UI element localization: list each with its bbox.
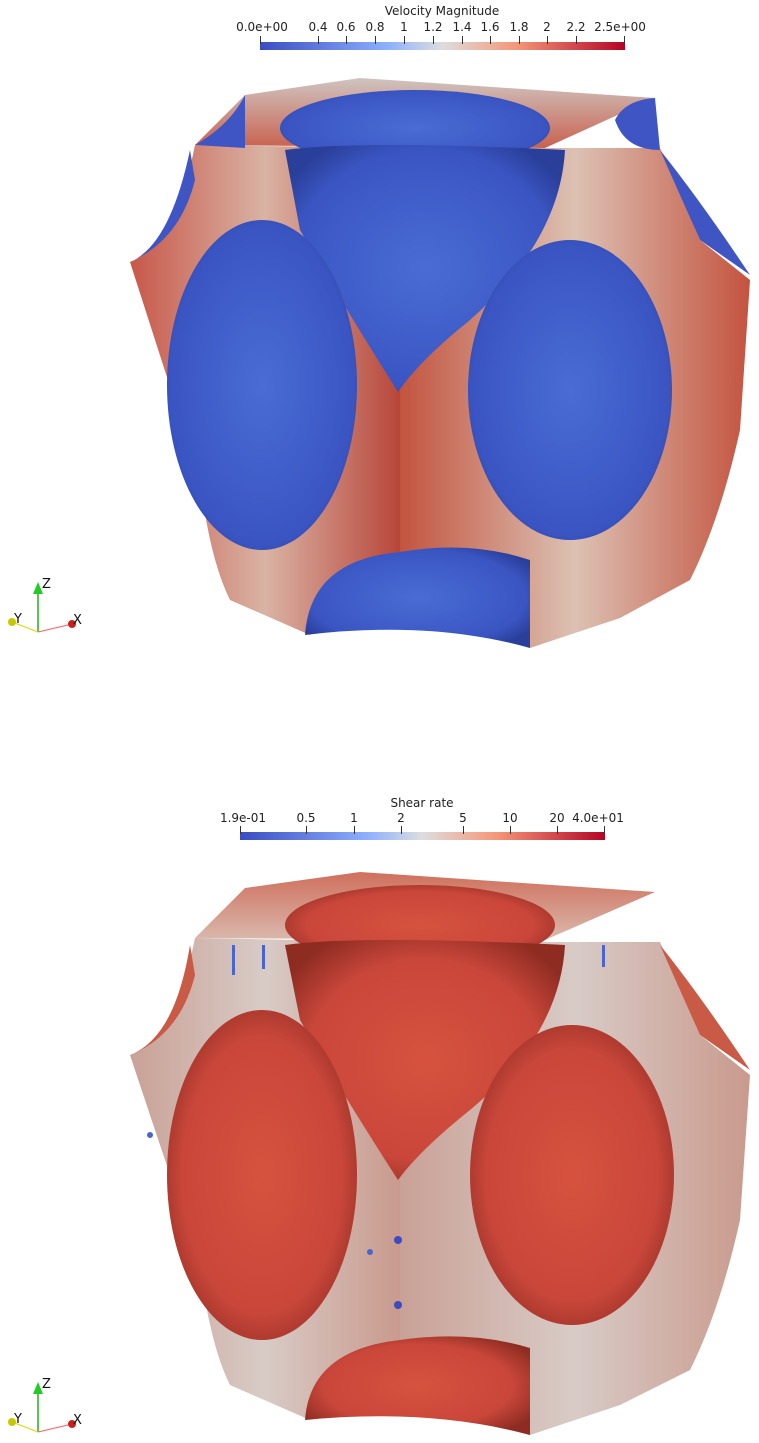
shear-tick-label: 1 xyxy=(350,811,358,825)
bottom-opening xyxy=(305,547,530,648)
velocity-tick-label: 2 xyxy=(543,20,551,34)
shear-render-panel[interactable]: Shear rate 1.9e-01 0.5 1 2 5 10 20 4.0e+… xyxy=(0,780,759,1443)
velocity-tick-label: 2.5e+00 xyxy=(594,20,646,34)
axis-label-y: Y xyxy=(14,612,22,627)
shear-colorbar-title: Shear rate xyxy=(390,796,454,810)
velocity-tick-label: 0.4 xyxy=(308,20,328,34)
shear-tick-label: 10 xyxy=(502,811,518,825)
velocity-tick-label: 1 xyxy=(400,20,408,34)
velocity-3d-geometry[interactable] xyxy=(0,0,759,680)
axis-label-y: Y xyxy=(14,1412,22,1427)
shear-tick-label: 2 xyxy=(397,811,405,825)
velocity-tick-label: 0.0e+00 xyxy=(236,20,288,34)
right-opening xyxy=(468,240,672,540)
shear-tick-label: 0.5 xyxy=(296,811,316,825)
shear-tick-label: 1.9e-01 xyxy=(219,811,267,825)
velocity-tick-label: 1.6 xyxy=(480,20,500,34)
velocity-tick-label: 1.8 xyxy=(509,20,529,34)
axis-label-x: X xyxy=(73,1413,82,1428)
velocity-tick-label: 1.4 xyxy=(452,20,472,34)
axis-label-x: X xyxy=(73,613,82,628)
velocity-render-panel[interactable]: Velocity Magnitude 0.0e+00 0.4 0.6 0.8 1… xyxy=(0,0,759,680)
front-upper-cavity xyxy=(285,145,565,392)
velocity-colorbar-title: Velocity Magnitude xyxy=(384,4,500,18)
shear-tick-label: 20 xyxy=(549,811,565,825)
shear-tick-label: 5 xyxy=(459,811,467,825)
velocity-colorbar xyxy=(260,42,625,50)
velocity-tick-label: 2.2 xyxy=(566,20,586,34)
right-opening xyxy=(470,1025,674,1325)
axis-label-z: Z xyxy=(42,1377,51,1392)
left-opening xyxy=(167,1010,357,1340)
axis-label-z: Z xyxy=(42,577,51,592)
left-opening xyxy=(167,220,357,550)
shear-3d-geometry[interactable] xyxy=(0,780,759,1443)
shear-tick-label: 4.0e+01 xyxy=(572,811,624,825)
velocity-tick-label: 1.2 xyxy=(423,20,443,34)
shear-colorbar xyxy=(240,832,605,840)
velocity-tick-label: 0.6 xyxy=(336,20,356,34)
bottom-opening xyxy=(305,1336,530,1435)
velocity-tick-label: 0.8 xyxy=(365,20,385,34)
front-upper-cavity xyxy=(285,940,565,1180)
